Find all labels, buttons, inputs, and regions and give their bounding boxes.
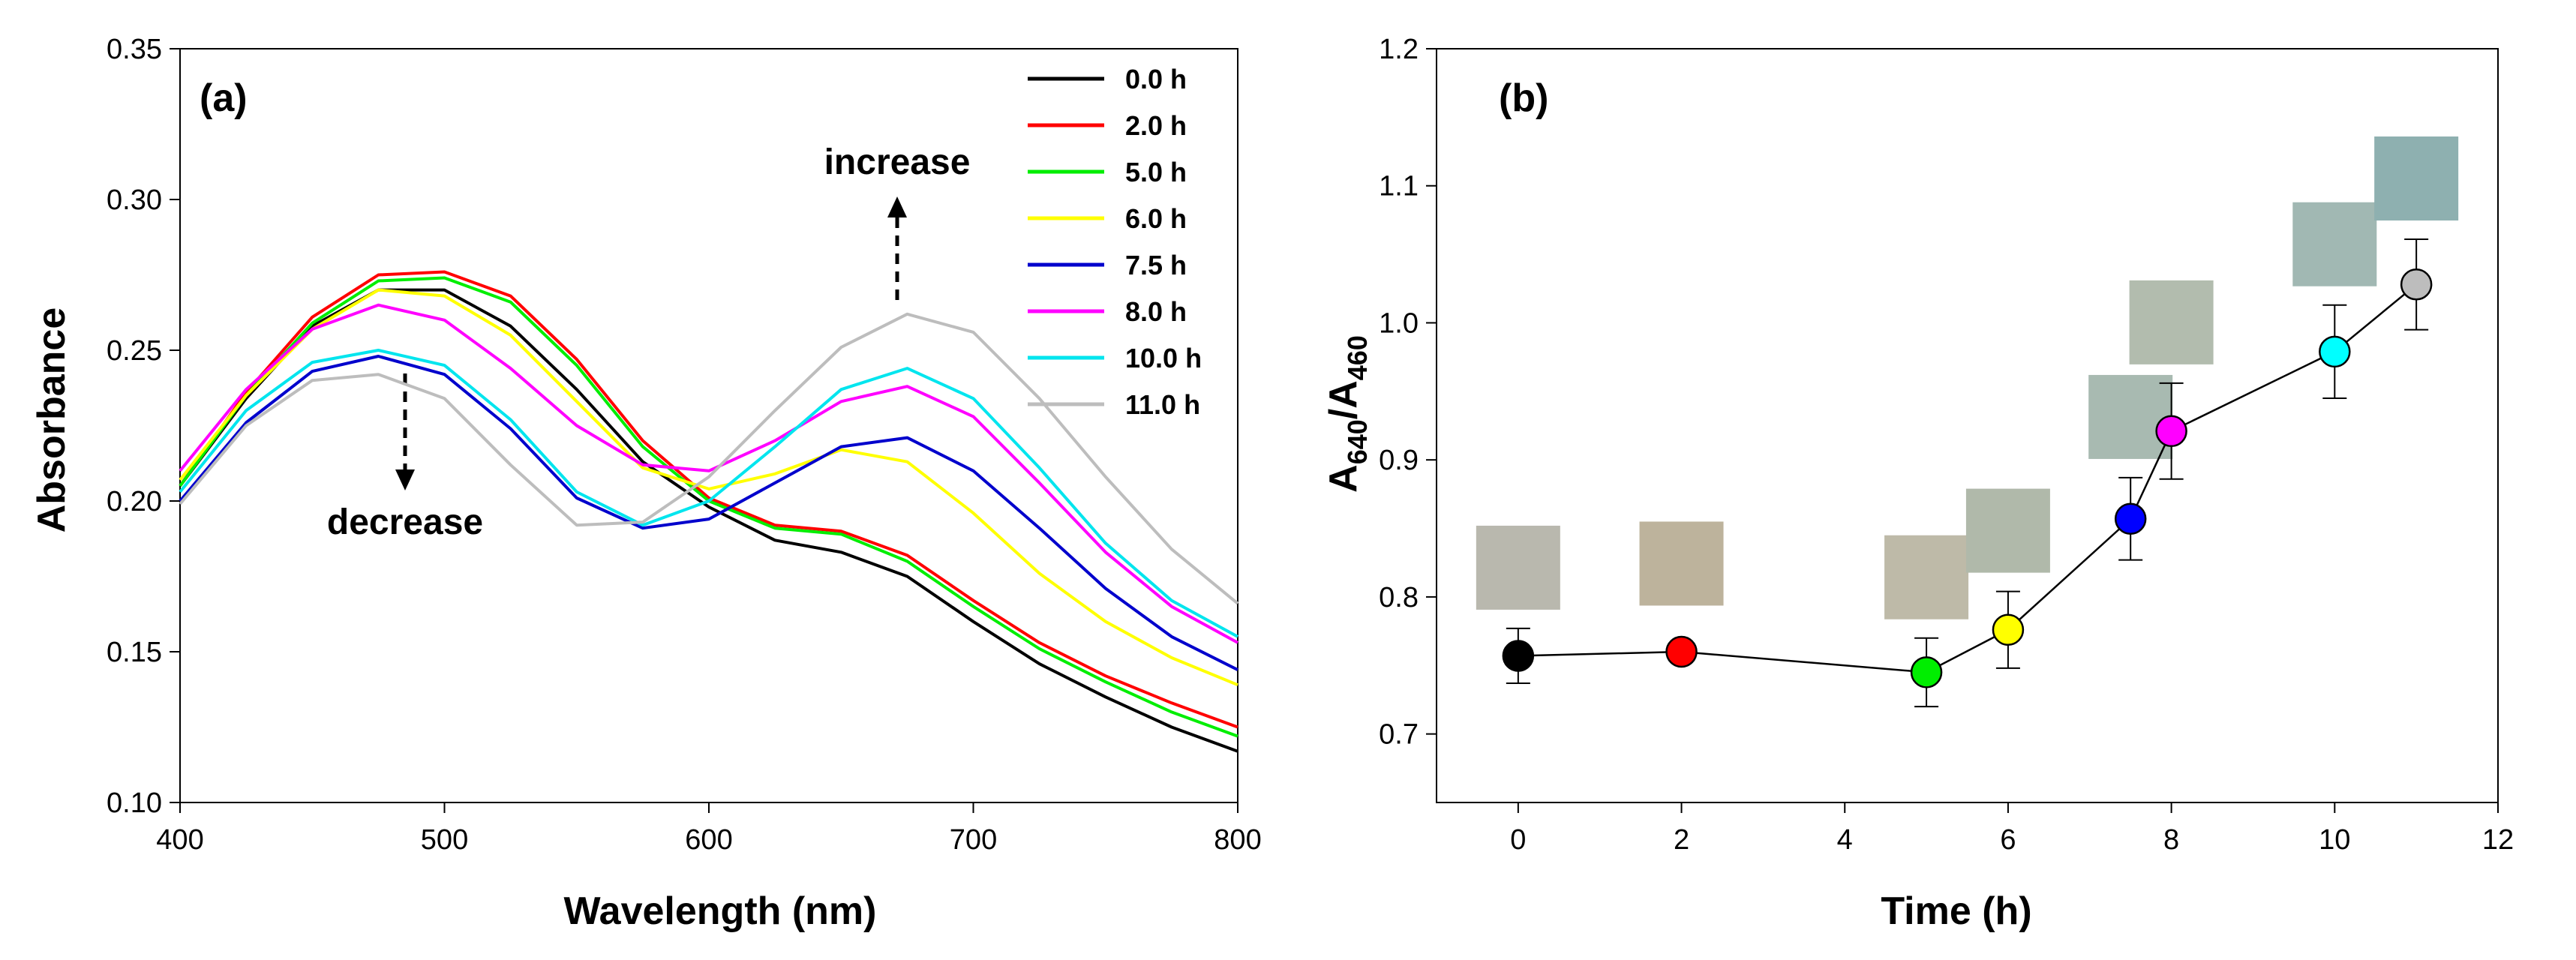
ylabel-main: A <box>1322 464 1365 493</box>
panel-a-y-tick-label: 0.30 <box>107 184 162 216</box>
panel-b-x-tick-label: 8 <box>2163 824 2179 856</box>
legend-label: 7.5 h <box>1125 250 1187 280</box>
data-point <box>1992 614 2025 646</box>
panel-b-y-tick-label: 0.7 <box>1379 719 1419 751</box>
panel-b-xlabel: Time (h) <box>1881 890 2031 933</box>
panel-a-y-tick-label: 0.25 <box>107 335 162 367</box>
solution-color-swatch <box>1965 488 2050 573</box>
panel-b-x-tick-label: 10 <box>2319 824 2350 856</box>
annotation-decrease: decrease <box>327 502 483 542</box>
data-point <box>2155 415 2187 448</box>
trend-line <box>1518 284 2417 674</box>
data-point <box>2400 268 2433 301</box>
series-line <box>179 349 1238 638</box>
panel-b-y-tick-label: 1.0 <box>1379 308 1419 339</box>
panel-a-x-tick-label: 600 <box>685 824 732 856</box>
panel-a-xlabel: Wavelength (nm) <box>564 890 877 933</box>
panel-a-x-tick-label: 700 <box>950 824 997 856</box>
decrease-arrow-head <box>395 470 415 490</box>
ylabel-sub2: 460 <box>1342 335 1373 380</box>
legend-label: 6.0 h <box>1125 203 1187 234</box>
panel-b-label: (b) <box>1499 76 1548 120</box>
data-point <box>1502 640 1535 672</box>
annotation-increase: increase <box>824 142 971 182</box>
ylabel-sub1: 640 <box>1342 419 1373 464</box>
panel-a-y-tick-label: 0.35 <box>107 34 162 65</box>
series-line <box>179 303 1238 644</box>
increase-arrow-head <box>887 196 907 218</box>
solution-color-swatch <box>2088 374 2173 459</box>
panel-b-x-tick-label: 6 <box>2000 824 2016 856</box>
panel-a-y-tick-label: 0.20 <box>107 486 162 518</box>
series-line <box>179 288 1238 687</box>
legend-label: 11.0 h <box>1125 389 1200 420</box>
solution-color-swatch <box>2129 280 2214 364</box>
panel-a-y-tick-label: 0.15 <box>107 637 162 668</box>
panel-a-x-tick-label: 500 <box>421 824 468 856</box>
series-line <box>179 355 1238 671</box>
panel-b-ylabel: A640/A460 <box>1322 335 1373 493</box>
solution-color-swatch <box>2292 202 2377 286</box>
panel-a-plot-frame <box>179 48 1238 803</box>
panel-b-y-tick-label: 1.1 <box>1379 171 1419 202</box>
panel-b-y-tick-label: 1.2 <box>1379 34 1419 65</box>
solution-color-swatch <box>1884 535 1969 620</box>
legend-label: 0.0 h <box>1125 64 1187 94</box>
panel-b-y-tick-label: 0.8 <box>1379 582 1419 614</box>
panel-b-x-tick-label: 2 <box>1674 824 1689 856</box>
legend-label: 8.0 h <box>1125 296 1187 327</box>
panel-a-label: (a) <box>200 76 248 120</box>
panel-b-x-tick-label: 4 <box>1837 824 1853 856</box>
panel-a-x-tick-label: 400 <box>156 824 203 856</box>
panel-a-y-tick-label: 0.10 <box>107 788 162 819</box>
legend-label: 10.0 h <box>1125 343 1202 374</box>
spectra-chart: (a) Wavelength (nm) Absorbance increase … <box>30 34 1262 933</box>
panel-b-x-tick-label: 0 <box>1510 824 1526 856</box>
solution-color-swatch <box>1639 521 1724 606</box>
series-line <box>179 312 1239 605</box>
solution-color-swatch <box>1476 525 1560 610</box>
series-line <box>179 270 1238 729</box>
ratio-chart: (b) Time (h) A640/A460 0 2 4 6 8 10 12 0.7 0.8 0.… <box>1322 34 2514 933</box>
panel-b-y-tick-label: 0.9 <box>1379 445 1419 476</box>
data-point <box>1665 635 1698 668</box>
ylabel-sep: /A <box>1322 380 1365 419</box>
data-point <box>1910 656 1943 688</box>
data-point <box>2319 335 2351 368</box>
legend-label: 5.0 h <box>1125 157 1187 188</box>
data-point <box>2114 502 2147 536</box>
panel-a-ylabel: Absorbance <box>30 308 74 533</box>
panel-b-x-tick-label: 12 <box>2482 824 2514 856</box>
solution-color-swatch <box>2374 136 2459 220</box>
legend-label: 2.0 h <box>1125 110 1187 141</box>
panel-a-x-tick-label: 800 <box>1214 824 1261 856</box>
panel-b-plot-frame <box>1436 48 2499 803</box>
